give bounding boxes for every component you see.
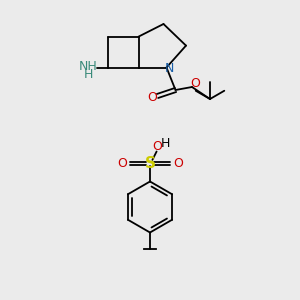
Text: H: H bbox=[160, 136, 170, 150]
Text: NH: NH bbox=[79, 59, 98, 73]
Text: O: O bbox=[153, 140, 162, 154]
Text: O: O bbox=[173, 157, 183, 170]
Text: N: N bbox=[165, 62, 174, 76]
Text: O: O bbox=[117, 157, 127, 170]
Text: S: S bbox=[145, 156, 155, 171]
Text: O: O bbox=[191, 77, 200, 91]
Text: O: O bbox=[147, 91, 157, 104]
Text: H: H bbox=[84, 68, 93, 82]
